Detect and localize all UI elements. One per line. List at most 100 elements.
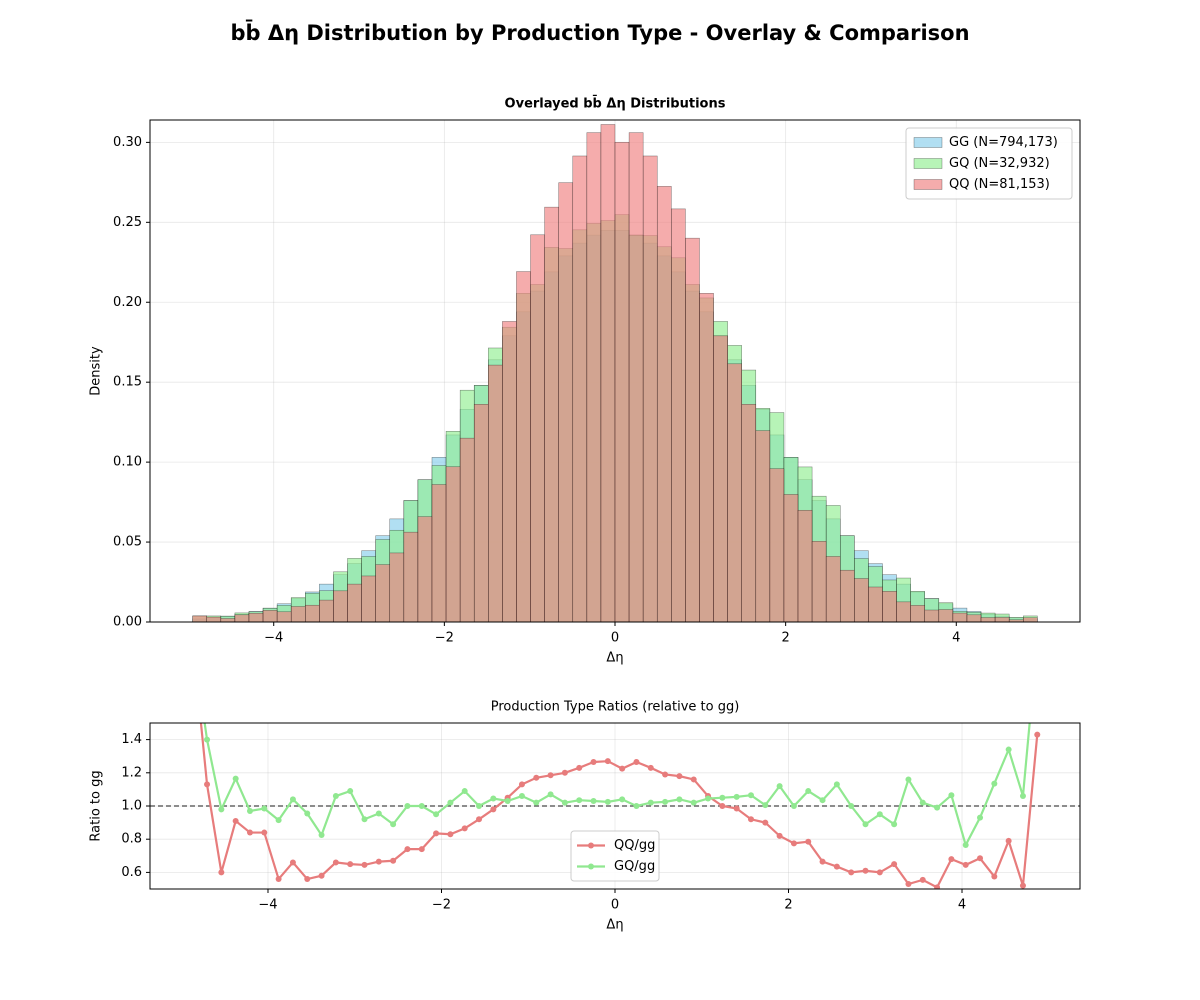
point: [1034, 731, 1041, 738]
point: [1019, 793, 1026, 800]
point: [747, 816, 754, 823]
point: [833, 863, 840, 870]
point: [232, 817, 239, 824]
bar: [671, 208, 686, 622]
bar: [375, 564, 391, 622]
legend-swatch: [913, 179, 943, 190]
bar: [347, 583, 362, 622]
point: [805, 788, 812, 795]
point: [204, 736, 211, 743]
point: [891, 861, 898, 868]
point: [547, 772, 554, 779]
point: [576, 797, 583, 804]
point: [905, 776, 912, 783]
point: [304, 810, 311, 817]
bar: [741, 404, 757, 622]
point: [934, 884, 941, 889]
bar: [656, 186, 672, 622]
point: [790, 840, 797, 847]
y-axis-label: Density: [89, 346, 104, 396]
y-tick-label: 1.0: [121, 799, 142, 814]
point: [332, 859, 339, 866]
x-tick-label: 4: [952, 631, 960, 646]
y-tick-label: 0.00: [113, 615, 142, 630]
bar: [896, 601, 911, 622]
point: [232, 775, 239, 782]
point: [261, 805, 268, 812]
bar: [431, 484, 447, 622]
point: [461, 825, 468, 832]
bar: [713, 335, 728, 622]
point: [404, 846, 411, 853]
point: [404, 803, 411, 809]
bar: [572, 155, 588, 622]
bar: [966, 614, 982, 622]
point: [418, 803, 425, 809]
point: [891, 821, 898, 828]
bar: [854, 578, 869, 622]
bar: [220, 618, 236, 622]
point: [375, 858, 382, 865]
legend-marker: [588, 842, 594, 849]
x-tick-label: 0: [611, 898, 619, 913]
point: [561, 769, 568, 776]
plot-area: [150, 120, 1080, 622]
y-tick-label: 0.8: [121, 832, 142, 847]
y-tick-label: 0.25: [113, 215, 142, 230]
y-tick-label: 0.20: [113, 295, 142, 310]
bar: [544, 206, 559, 622]
y-tick-label: 1.4: [121, 732, 142, 747]
point: [1019, 882, 1026, 889]
point: [948, 856, 955, 863]
bar: [994, 617, 1010, 622]
point: [690, 776, 697, 783]
series-line: [203, 723, 1031, 848]
bar: [319, 599, 334, 622]
point: [518, 781, 525, 788]
legend-marker: [588, 863, 594, 870]
bar: [290, 606, 306, 622]
x-axis-label: Δη: [606, 918, 623, 933]
point: [619, 796, 626, 803]
point: [476, 816, 483, 823]
point: [289, 859, 296, 866]
axes-title: Overlayed bb̄ Δη Distributions: [505, 95, 726, 111]
bar: [685, 237, 700, 622]
x-tick-label: 2: [784, 898, 792, 913]
bar: [206, 616, 222, 622]
point: [719, 794, 726, 801]
bar: [276, 611, 292, 622]
bar: [825, 556, 841, 622]
bar: [600, 124, 616, 622]
point: [819, 797, 826, 804]
point: [1005, 837, 1012, 844]
point: [934, 804, 941, 811]
bar: [333, 590, 348, 622]
bar: [727, 363, 742, 622]
bar: [614, 141, 630, 622]
point: [676, 796, 683, 803]
point: [762, 819, 769, 826]
bar: [361, 575, 376, 622]
point: [662, 771, 669, 778]
point: [862, 821, 869, 828]
x-tick-label: 2: [782, 631, 790, 646]
point: [390, 821, 397, 828]
point: [676, 773, 683, 780]
x-tick-label: −4: [258, 898, 277, 913]
x-tick-label: −2: [432, 898, 451, 913]
point: [977, 855, 984, 862]
point: [876, 869, 883, 876]
point: [361, 816, 368, 823]
point: [719, 803, 726, 809]
bar: [417, 516, 433, 622]
bar: [811, 541, 827, 622]
bar: [699, 293, 714, 622]
point: [433, 811, 440, 818]
point: [204, 781, 211, 788]
point: [962, 842, 969, 849]
point: [977, 814, 984, 821]
bar: [445, 466, 461, 622]
point: [747, 792, 754, 799]
point: [848, 869, 855, 876]
